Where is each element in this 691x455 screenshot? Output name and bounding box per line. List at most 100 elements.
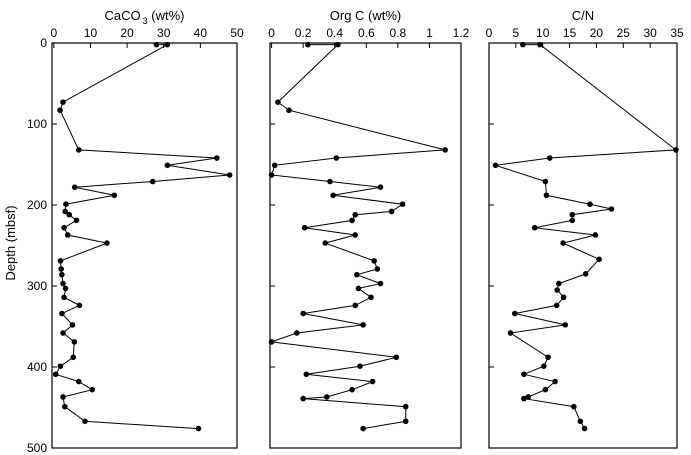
ytick-label: 200 [27, 198, 47, 212]
ytick-label: 500 [27, 441, 47, 455]
caco3-frame [51, 42, 238, 449]
cn-title-main: C/N [572, 8, 594, 23]
orgc-data-point [349, 386, 355, 393]
cn-data-point [554, 287, 561, 293]
cn-data-point [546, 155, 553, 161]
caco3-xtick-label: 10 [84, 26, 98, 40]
cn-data-point [507, 330, 514, 336]
orgc-panel: Org C (wt%) 0 0.2 0.4 0.6 0.8 1 1.2 [268, 8, 470, 449]
cn-data-point [492, 162, 499, 169]
cn-data-point [520, 41, 526, 48]
orgc-data-point [335, 41, 341, 48]
caco3-xtick-label: 20 [120, 26, 134, 40]
cn-data-point [525, 394, 532, 400]
caco3-data-point [226, 172, 233, 178]
orgc-data-point [327, 178, 333, 185]
cn-xtick-label: 25 [617, 26, 631, 40]
cn-xtick-label: 10 [536, 26, 550, 40]
caco3-data-point [76, 302, 83, 309]
orgc-data-point [352, 232, 359, 238]
cn-data-point [581, 425, 588, 432]
caco3-data-point [62, 208, 68, 215]
cn-data-point [552, 378, 558, 385]
ytick-label: 0 [40, 36, 47, 50]
orgc-data-point [399, 201, 406, 207]
caco3-data-point [71, 339, 78, 345]
caco3-data-point [60, 394, 66, 400]
orgc-data-point [371, 258, 377, 264]
cn-data-point [560, 240, 566, 246]
caco3-title-main: CaCO [105, 8, 141, 23]
orgc-data-point [388, 208, 395, 215]
caco3-data-point [66, 211, 73, 218]
cn-data-point [608, 206, 615, 212]
caco3-data-point [57, 258, 64, 264]
cn-data-point [569, 217, 576, 224]
cn-data-point [542, 178, 549, 185]
orgc-data-point [374, 266, 381, 272]
orgc-data-point [330, 192, 336, 199]
caco3-data-point [75, 378, 82, 385]
orgc-data-point [352, 211, 359, 218]
caco3-data-point [60, 99, 66, 105]
cn-data-point [521, 371, 527, 378]
caco3-data-point [64, 232, 71, 238]
orgc-xtick-label: 0.2 [295, 26, 312, 40]
orgc-data-point [368, 294, 374, 301]
cn-data-point [540, 363, 547, 369]
cn-data-point [587, 201, 593, 207]
caco3-data-point [69, 322, 76, 328]
cn-xtick-label: 0 [486, 26, 493, 40]
orgc-data-point [275, 99, 281, 105]
orgc-xtick-label: 0.4 [326, 26, 343, 40]
caco3-data-point [75, 147, 82, 153]
ytick-label: 300 [27, 279, 47, 293]
orgc-title: Org C (wt%) [330, 8, 402, 23]
caco3-data-point [73, 217, 80, 224]
orgc-data-point [402, 418, 409, 425]
caco3-title-subscript: 3 [143, 16, 148, 26]
cn-data-point [537, 41, 543, 48]
caco3-title: CaCO 3 (wt%) [105, 8, 185, 26]
caco3-data-point [60, 280, 66, 287]
orgc-data-point [324, 394, 330, 400]
caco3-data-point [164, 41, 171, 48]
panels: CaCO 3 (wt%)0 10 20 30 40 500100200300400500Or… [27, 8, 684, 455]
cn-xtick-label: 15 [563, 26, 577, 40]
orgc-data-point [305, 41, 311, 48]
orgc-data-point [377, 184, 384, 190]
cn-frame [488, 42, 678, 449]
cn-data-point [556, 280, 562, 287]
caco3-xtick-label: 40 [194, 26, 208, 40]
cn-xtick-label: 35 [670, 26, 684, 40]
caco3-data-point [63, 201, 69, 207]
orgc-xtick-label: 1.2 [453, 26, 470, 40]
orgc-data-point [349, 217, 355, 224]
cn-data-point [553, 302, 560, 309]
caco3-data-point [59, 271, 65, 278]
cn-data-point [582, 271, 589, 277]
orgc-data-point [355, 285, 362, 292]
caco3-data-point [70, 354, 77, 361]
cn-data-point [592, 232, 599, 238]
caco3-series-line [54, 44, 230, 430]
cn-data-point [511, 310, 518, 317]
orgc-data-point [377, 280, 384, 287]
cn-data-point [545, 354, 551, 361]
cn-data-point [596, 256, 602, 263]
caco3-data-point [58, 266, 64, 272]
orgc-data-point [354, 271, 360, 278]
cn-data-point [531, 224, 538, 231]
caco3-xtick-label: 0 [50, 26, 57, 40]
caco3-title-units: (wt%) [148, 8, 185, 23]
orgc-data-point [301, 224, 308, 231]
orgc-data-point [357, 363, 363, 369]
orgc-xtick-label: 0.8 [390, 26, 407, 40]
cn-data-point [571, 403, 577, 410]
cn-xtick-label: 30 [643, 26, 657, 40]
orgc-frame [269, 42, 462, 449]
orgc-data-point [268, 339, 275, 345]
caco3-data-point [164, 162, 171, 169]
